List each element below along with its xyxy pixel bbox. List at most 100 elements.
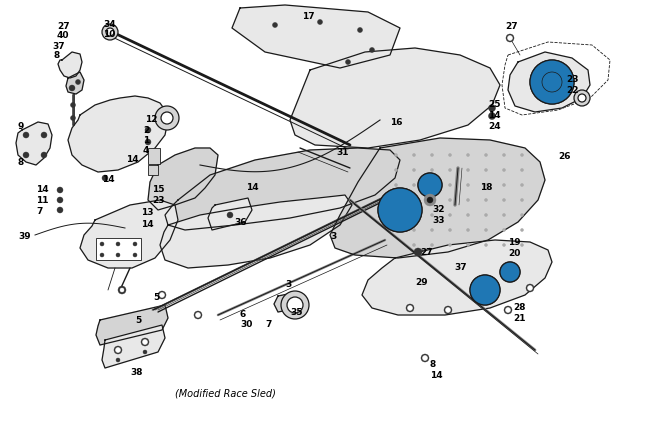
Text: 17: 17 bbox=[302, 12, 315, 21]
Circle shape bbox=[102, 24, 118, 40]
Circle shape bbox=[528, 285, 532, 290]
Text: 14: 14 bbox=[246, 183, 259, 192]
Text: 16: 16 bbox=[390, 118, 402, 127]
Circle shape bbox=[467, 198, 469, 201]
Circle shape bbox=[502, 198, 506, 201]
Text: (Modified Race Sled): (Modified Race Sled) bbox=[175, 388, 276, 398]
Polygon shape bbox=[68, 96, 168, 172]
Circle shape bbox=[133, 253, 137, 257]
Text: 15: 15 bbox=[152, 185, 164, 194]
Circle shape bbox=[395, 153, 398, 156]
Polygon shape bbox=[148, 148, 218, 210]
Circle shape bbox=[430, 153, 434, 156]
Circle shape bbox=[395, 184, 398, 187]
Circle shape bbox=[500, 262, 520, 282]
Circle shape bbox=[526, 284, 534, 292]
Circle shape bbox=[444, 306, 452, 314]
Circle shape bbox=[521, 153, 523, 156]
Circle shape bbox=[489, 112, 495, 120]
Circle shape bbox=[448, 229, 452, 232]
Bar bbox=[96, 238, 141, 260]
Circle shape bbox=[484, 184, 488, 187]
Circle shape bbox=[542, 72, 562, 92]
Text: 3: 3 bbox=[285, 280, 291, 289]
Circle shape bbox=[574, 90, 590, 106]
Text: 40: 40 bbox=[57, 31, 70, 40]
Text: 5: 5 bbox=[153, 293, 159, 302]
Circle shape bbox=[57, 207, 63, 213]
Circle shape bbox=[116, 242, 120, 246]
Circle shape bbox=[427, 197, 433, 203]
Circle shape bbox=[41, 132, 47, 138]
Circle shape bbox=[57, 197, 63, 203]
Circle shape bbox=[484, 168, 488, 171]
Circle shape bbox=[502, 214, 506, 217]
Circle shape bbox=[145, 127, 151, 133]
Text: 37: 37 bbox=[454, 263, 467, 272]
Circle shape bbox=[272, 22, 278, 28]
Circle shape bbox=[530, 60, 574, 104]
Text: 19: 19 bbox=[508, 238, 521, 247]
Circle shape bbox=[448, 168, 452, 171]
Text: 2: 2 bbox=[143, 126, 150, 135]
Circle shape bbox=[467, 243, 469, 246]
Circle shape bbox=[143, 350, 147, 354]
Text: 14: 14 bbox=[36, 185, 49, 194]
Circle shape bbox=[141, 338, 149, 346]
Text: 36: 36 bbox=[234, 218, 246, 227]
Circle shape bbox=[23, 132, 29, 138]
Circle shape bbox=[158, 291, 166, 299]
Text: 39: 39 bbox=[18, 232, 31, 241]
Circle shape bbox=[448, 153, 452, 156]
Circle shape bbox=[445, 307, 450, 312]
Circle shape bbox=[155, 106, 179, 130]
Circle shape bbox=[395, 168, 398, 171]
Text: 26: 26 bbox=[558, 152, 571, 161]
Circle shape bbox=[500, 262, 520, 282]
Circle shape bbox=[467, 168, 469, 171]
Circle shape bbox=[196, 312, 200, 318]
Text: 30: 30 bbox=[240, 320, 252, 329]
Text: 8: 8 bbox=[430, 360, 436, 369]
Circle shape bbox=[430, 243, 434, 246]
Circle shape bbox=[413, 229, 415, 232]
Text: 4: 4 bbox=[143, 146, 150, 155]
Circle shape bbox=[521, 198, 523, 201]
Circle shape bbox=[75, 80, 81, 84]
Circle shape bbox=[484, 153, 488, 156]
Circle shape bbox=[448, 184, 452, 187]
Circle shape bbox=[504, 306, 512, 314]
Text: 29: 29 bbox=[415, 278, 428, 287]
Text: 8: 8 bbox=[54, 51, 60, 60]
Text: 14: 14 bbox=[102, 175, 114, 184]
Circle shape bbox=[418, 173, 442, 197]
Circle shape bbox=[57, 187, 63, 193]
Circle shape bbox=[116, 253, 120, 257]
Circle shape bbox=[430, 214, 434, 217]
Circle shape bbox=[413, 184, 415, 187]
Circle shape bbox=[430, 198, 434, 201]
Polygon shape bbox=[362, 240, 552, 315]
Text: 14: 14 bbox=[126, 155, 138, 164]
Polygon shape bbox=[330, 138, 545, 258]
Text: 3: 3 bbox=[330, 232, 336, 241]
Circle shape bbox=[194, 311, 202, 319]
Text: 25: 25 bbox=[488, 100, 500, 109]
Circle shape bbox=[227, 212, 233, 218]
Circle shape bbox=[358, 28, 363, 33]
Circle shape bbox=[506, 34, 514, 42]
Text: 21: 21 bbox=[513, 314, 525, 323]
Circle shape bbox=[414, 248, 422, 256]
Polygon shape bbox=[160, 195, 352, 268]
Polygon shape bbox=[165, 148, 400, 230]
Circle shape bbox=[502, 184, 506, 187]
Circle shape bbox=[470, 275, 500, 305]
Circle shape bbox=[116, 358, 120, 362]
Circle shape bbox=[100, 253, 104, 257]
Circle shape bbox=[484, 243, 488, 246]
Circle shape bbox=[114, 346, 122, 354]
Circle shape bbox=[287, 297, 303, 313]
Circle shape bbox=[378, 188, 422, 232]
Text: 9: 9 bbox=[18, 122, 25, 131]
Circle shape bbox=[430, 184, 434, 187]
